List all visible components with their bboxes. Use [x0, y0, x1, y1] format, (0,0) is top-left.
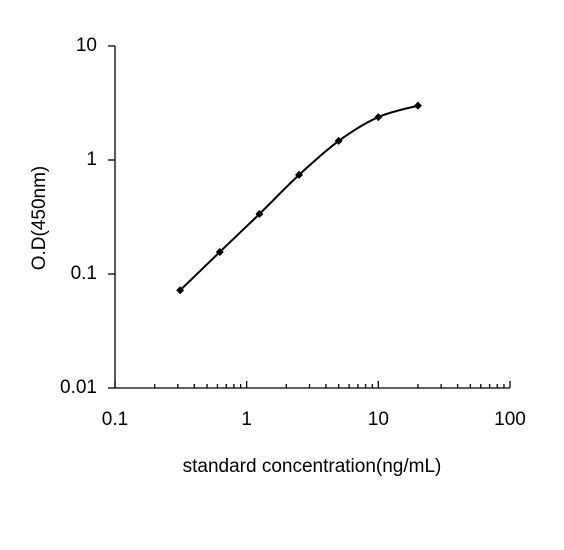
y-tick-label: 1: [86, 149, 97, 170]
marker: [295, 170, 304, 179]
marker: [176, 286, 185, 295]
x-axis-title: standard concentration(ng/mL): [183, 456, 442, 477]
y-tick-label: 10: [76, 35, 97, 56]
marker: [413, 101, 422, 110]
marker: [334, 136, 343, 145]
marker: [374, 113, 383, 122]
marker: [215, 247, 224, 256]
y-tick-label: 0.01: [60, 377, 97, 398]
y-axis-title: O.D(450nm): [29, 166, 50, 271]
x-tick-label: 100: [494, 409, 526, 430]
y-tick-label: 0.1: [71, 263, 97, 284]
x-tick-label: 10: [368, 409, 389, 430]
x-tick-label: 1: [241, 409, 252, 430]
marker: [255, 209, 264, 218]
x-tick-label: 0.1: [102, 409, 128, 430]
curve: [179, 104, 419, 291]
